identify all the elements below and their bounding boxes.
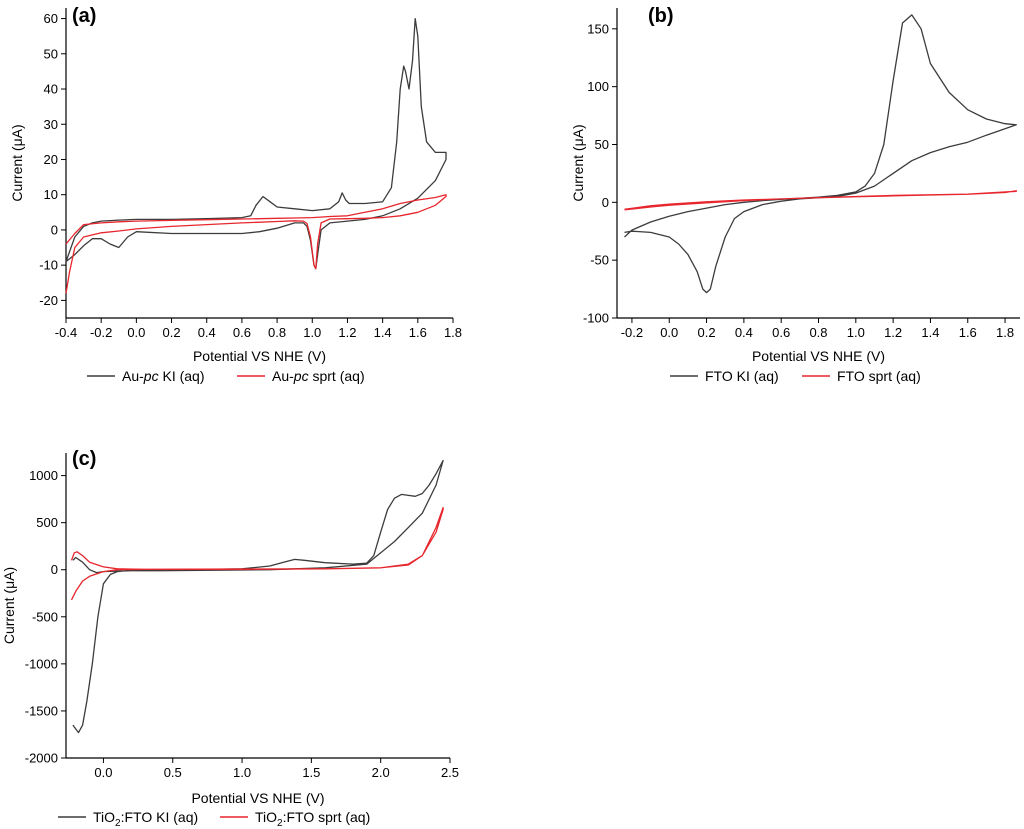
panel-label: (b) — [648, 5, 674, 27]
legend-label: Au-pc sprt (aq) — [272, 368, 365, 384]
y-tick-label: -10 — [39, 258, 58, 273]
x-tick-label: 1.4 — [921, 325, 939, 340]
y-axis-label: Current (μA) — [1, 567, 17, 644]
y-tick-label: -1500 — [25, 703, 58, 718]
x-axis-label: Potential VS NHE (V) — [191, 790, 324, 806]
x-tick-label: 1.2 — [338, 325, 356, 340]
y-tick-label: -100 — [583, 311, 609, 326]
x-tick-label: -0.2 — [90, 325, 112, 340]
panel-label: (c) — [72, 448, 96, 470]
y-tick-label: -50 — [590, 253, 609, 268]
x-tick-label: 0.8 — [809, 325, 827, 340]
x-tick-label: 0.0 — [94, 765, 112, 780]
series-line-2 — [70, 506, 444, 601]
x-tick-label: -0.4 — [55, 325, 77, 340]
x-tick-label: 0.0 — [127, 325, 145, 340]
x-tick-label: 1.8 — [444, 325, 462, 340]
chart-panel-2: -0.2 0.0 0.2 0.4 0.6 0.8 1.0 1.2 1.4 1.6 1.8 -100 -5… — [570, 5, 1020, 384]
x-tick-label: -0.2 — [621, 325, 643, 340]
series-line-1 — [65, 17, 447, 270]
x-tick-label: 0.0 — [660, 325, 678, 340]
y-tick-label: -500 — [32, 609, 58, 624]
x-tick-label: 0.2 — [163, 325, 181, 340]
x-tick-label: 0.6 — [772, 325, 790, 340]
x-tick-label: 1.8 — [996, 325, 1014, 340]
y-tick-label: -1000 — [25, 656, 58, 671]
x-tick-label: 1.6 — [959, 325, 977, 340]
x-tick-label: 1.5 — [302, 765, 320, 780]
chart-panel-3: 0.0 0.5 1.0 1.5 2.0 2.5 -2000 -1500 -1000 -500 0 50… — [1, 448, 459, 829]
y-tick-label: 40 — [44, 82, 58, 97]
y-tick-label: 0 — [51, 562, 58, 577]
legend-label: TiO2:FTO sprt (aq) — [255, 809, 370, 829]
y-tick-label: 1000 — [29, 468, 58, 483]
y-tick-label: 30 — [44, 117, 58, 132]
y-tick-label: 500 — [36, 515, 58, 530]
y-tick-label: 20 — [44, 152, 58, 167]
x-axis-label: Potential VS NHE (V) — [193, 348, 326, 364]
legend-label: FTO KI (aq) — [705, 368, 779, 384]
y-tick-label: 10 — [44, 187, 58, 202]
x-tick-label: 2.0 — [372, 765, 390, 780]
series-line-2 — [65, 194, 447, 294]
x-tick-label: 0.4 — [198, 325, 216, 340]
y-tick-label: 150 — [587, 21, 609, 36]
y-tick-label: 0 — [602, 195, 609, 210]
x-tick-label: 0.8 — [268, 325, 286, 340]
legend-label: FTO sprt (aq) — [837, 368, 921, 384]
series-line-1 — [624, 14, 1017, 294]
y-tick-label: 100 — [587, 79, 609, 94]
series-line-2 — [624, 190, 1017, 211]
x-tick-label: 0.5 — [164, 765, 182, 780]
x-tick-label: 1.0 — [847, 325, 865, 340]
x-tick-label: 1.0 — [303, 325, 321, 340]
x-tick-label: 0.6 — [233, 325, 251, 340]
y-tick-label: 60 — [44, 11, 58, 26]
legend-label: Au-pc KI (aq) — [122, 368, 205, 384]
y-axis-label: Current (μA) — [9, 124, 25, 201]
y-tick-label: -2000 — [25, 751, 58, 766]
x-tick-label: 2.5 — [441, 765, 459, 780]
chart-panel-1: -0.4 -0.2 0.0 0.2 0.4 0.6 0.8 1.0 1.2 1.4 1.6 1.8 -2… — [9, 5, 462, 384]
x-tick-label: 1.6 — [409, 325, 427, 340]
y-tick-label: 0 — [51, 222, 58, 237]
x-tick-label: 1.2 — [884, 325, 902, 340]
legend-label: TiO2:FTO KI (aq) — [93, 809, 198, 829]
x-tick-label: 0.4 — [735, 325, 753, 340]
x-axis-label: Potential VS NHE (V) — [752, 348, 885, 364]
y-tick-label: 50 — [595, 137, 609, 152]
y-tick-label: 50 — [44, 46, 58, 61]
x-tick-label: 1.4 — [374, 325, 392, 340]
y-axis-label: Current (μA) — [570, 124, 586, 201]
x-tick-label: 0.2 — [698, 325, 716, 340]
series-line-1 — [72, 459, 444, 734]
x-tick-label: 1.0 — [233, 765, 251, 780]
panel-label: (a) — [72, 5, 96, 27]
y-tick-label: -20 — [39, 293, 58, 308]
